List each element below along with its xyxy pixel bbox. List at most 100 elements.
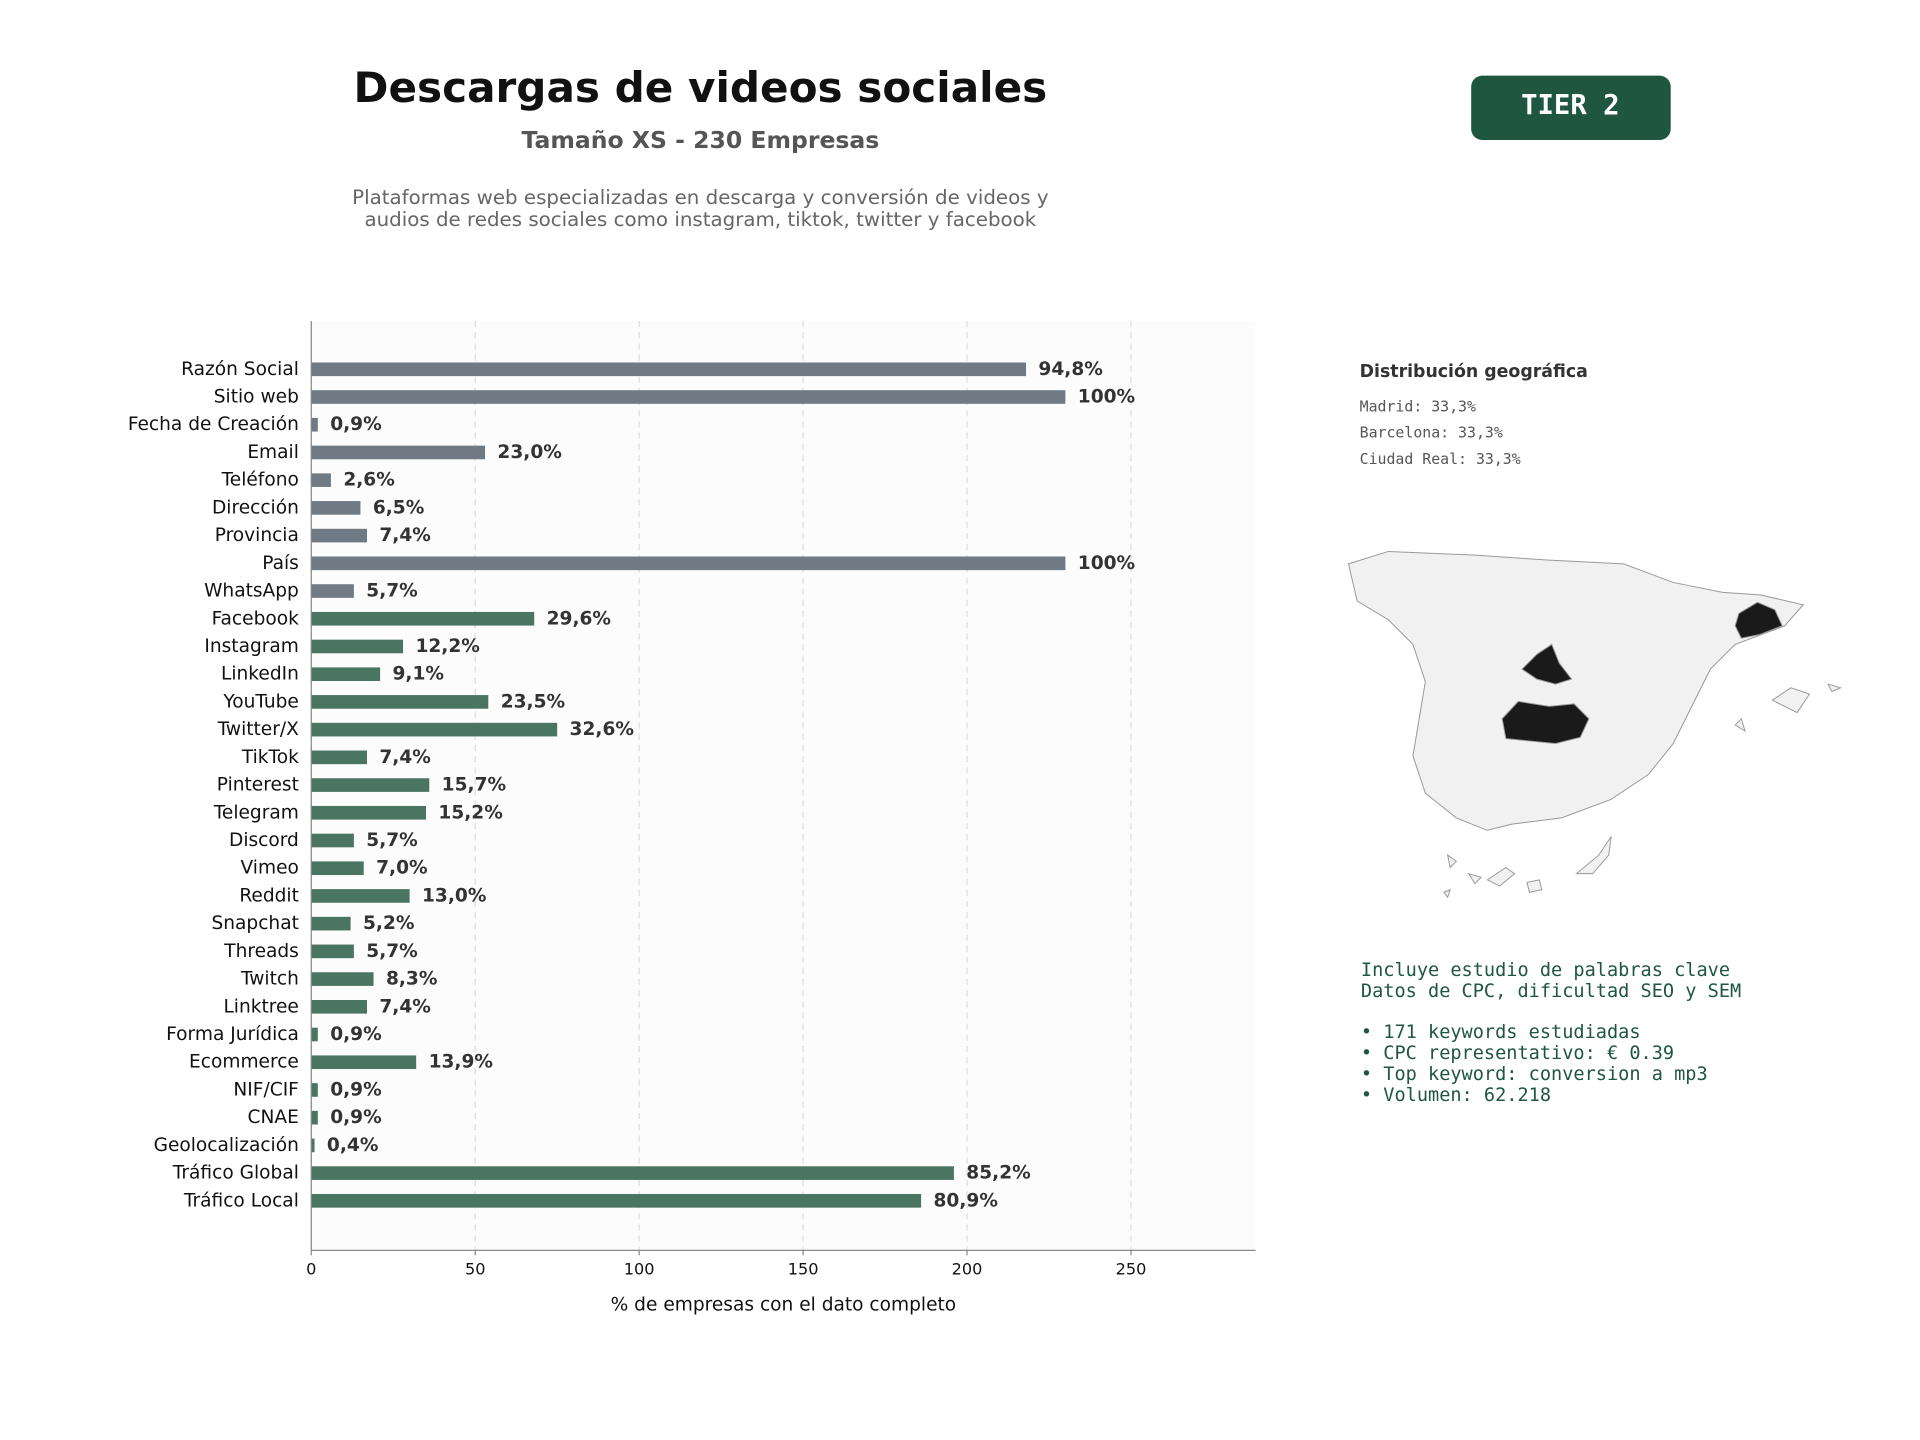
value-label: 7,4% — [379, 747, 431, 768]
map-land — [1347, 550, 1805, 831]
bar — [311, 972, 374, 986]
value-label: 5,7% — [366, 941, 418, 962]
geo-line: Barcelona: 33,3% — [1360, 424, 1503, 442]
y-tick-label: NIF/CIF — [233, 1079, 298, 1100]
value-label: 5,2% — [363, 913, 415, 934]
bar — [311, 417, 318, 432]
value-label: 0,9% — [330, 414, 382, 435]
bar — [311, 584, 354, 598]
x-tick-label: 100 — [624, 1260, 655, 1279]
y-tick-label: Instagram — [204, 636, 299, 657]
value-label: 9,1% — [393, 664, 445, 685]
bar — [311, 528, 367, 543]
bar — [311, 805, 427, 820]
keyword-bullet: • Volumen: 62.218 — [1361, 1085, 1551, 1106]
y-tick-label: Tráfico Global — [172, 1163, 299, 1184]
x-tick-label: 150 — [788, 1260, 819, 1279]
y-tick-label: Email — [247, 442, 299, 463]
bar — [311, 1166, 954, 1180]
bar — [311, 362, 1027, 377]
y-tick-label: Razón Social — [181, 359, 299, 380]
value-label: 94,8% — [1038, 359, 1103, 380]
bar — [311, 722, 558, 737]
value-label: 32,6% — [570, 719, 635, 740]
y-tick-label: Facebook — [212, 608, 300, 629]
value-label: 7,0% — [376, 858, 428, 879]
bar — [311, 611, 535, 626]
y-tick-label: Vimeo — [241, 858, 299, 879]
value-label: 23,0% — [497, 442, 562, 463]
badge: TIER 2 — [1521, 90, 1619, 121]
y-tick-label: Provincia — [215, 525, 299, 546]
value-label: 5,7% — [366, 830, 418, 851]
keyword-bullet: • Top keyword: conversion a mp3 — [1361, 1064, 1708, 1085]
keywords-intro: Incluye estudio de palabras clave — [1361, 960, 1730, 981]
value-label: 6,5% — [373, 497, 425, 518]
y-tick-label: Ecommerce — [189, 1052, 299, 1073]
map-islands — [1734, 683, 1842, 733]
bar — [311, 390, 1066, 404]
value-label: 7,4% — [379, 525, 431, 546]
keywords-intro: Datos de CPC, dificultad SEO y SEM — [1361, 981, 1741, 1002]
value-label: 29,6% — [547, 608, 612, 629]
map-canaries — [1443, 836, 1612, 899]
x-axis-label: % de empresas con el dato completo — [611, 1294, 957, 1315]
x-tick-label: 0 — [306, 1260, 316, 1279]
chart-subtitle: Tamaño XS - 230 Empresas — [521, 126, 879, 154]
value-label: 100% — [1078, 553, 1136, 574]
value-label: 100% — [1078, 387, 1136, 408]
y-tick-label: Discord — [229, 830, 299, 851]
bar — [311, 861, 364, 876]
value-label: 2,6% — [343, 470, 395, 491]
bar — [311, 695, 489, 709]
y-tick-label: Dirección — [212, 497, 299, 518]
value-label: 0,4% — [327, 1135, 379, 1156]
bar — [311, 778, 430, 792]
description: Plataformas web especializadas en descar… — [352, 186, 1049, 209]
x-tick-label: 250 — [1116, 1260, 1147, 1279]
y-tick-label: Fecha de Creación — [128, 414, 299, 435]
geo-line: Madrid: 33,3% — [1360, 398, 1476, 416]
bar — [311, 944, 354, 959]
y-tick-label: YouTube — [222, 691, 299, 712]
value-label: 0,9% — [330, 1024, 382, 1045]
bar — [311, 916, 351, 931]
bar — [311, 833, 354, 848]
bar — [311, 667, 381, 682]
chart-title: Descargas de videos sociales — [354, 63, 1048, 112]
bar — [311, 501, 361, 515]
value-label: 13,0% — [422, 885, 487, 906]
x-tick-label: 200 — [952, 1260, 983, 1279]
y-tick-label: Geolocalización — [154, 1135, 299, 1156]
bar — [311, 1027, 318, 1042]
value-label: 0,9% — [330, 1079, 382, 1100]
y-tick-label: Twitter/X — [217, 719, 300, 740]
map — [1347, 550, 1842, 899]
value-label: 0,9% — [330, 1107, 382, 1128]
bar — [311, 556, 1066, 571]
keyword-bullet: • 171 keywords estudiadas — [1361, 1022, 1641, 1043]
bar — [311, 1138, 315, 1153]
y-tick-label: Tráfico Local — [183, 1190, 299, 1211]
y-tick-label: WhatsApp — [204, 581, 299, 602]
y-tick-label: Reddit — [239, 885, 299, 906]
value-label: 7,4% — [379, 996, 431, 1017]
description: audios de redes sociales como instagram,… — [364, 208, 1036, 231]
value-label: 5,7% — [366, 581, 418, 602]
value-label: 15,2% — [438, 802, 503, 823]
y-tick-label: Telegram — [213, 802, 299, 823]
plot-area — [311, 320, 1256, 1251]
y-tick-label: Pinterest — [217, 775, 299, 796]
y-tick-label: País — [262, 553, 299, 574]
map-ciudad-real — [1501, 700, 1590, 745]
value-label: 12,2% — [415, 636, 480, 657]
y-tick-label: Threads — [223, 941, 299, 962]
bar — [311, 1055, 417, 1070]
bar — [311, 889, 410, 903]
bar — [311, 1194, 922, 1208]
value-label: 8,3% — [386, 969, 438, 990]
value-label: 23,5% — [501, 691, 566, 712]
y-tick-label: CNAE — [248, 1107, 299, 1128]
